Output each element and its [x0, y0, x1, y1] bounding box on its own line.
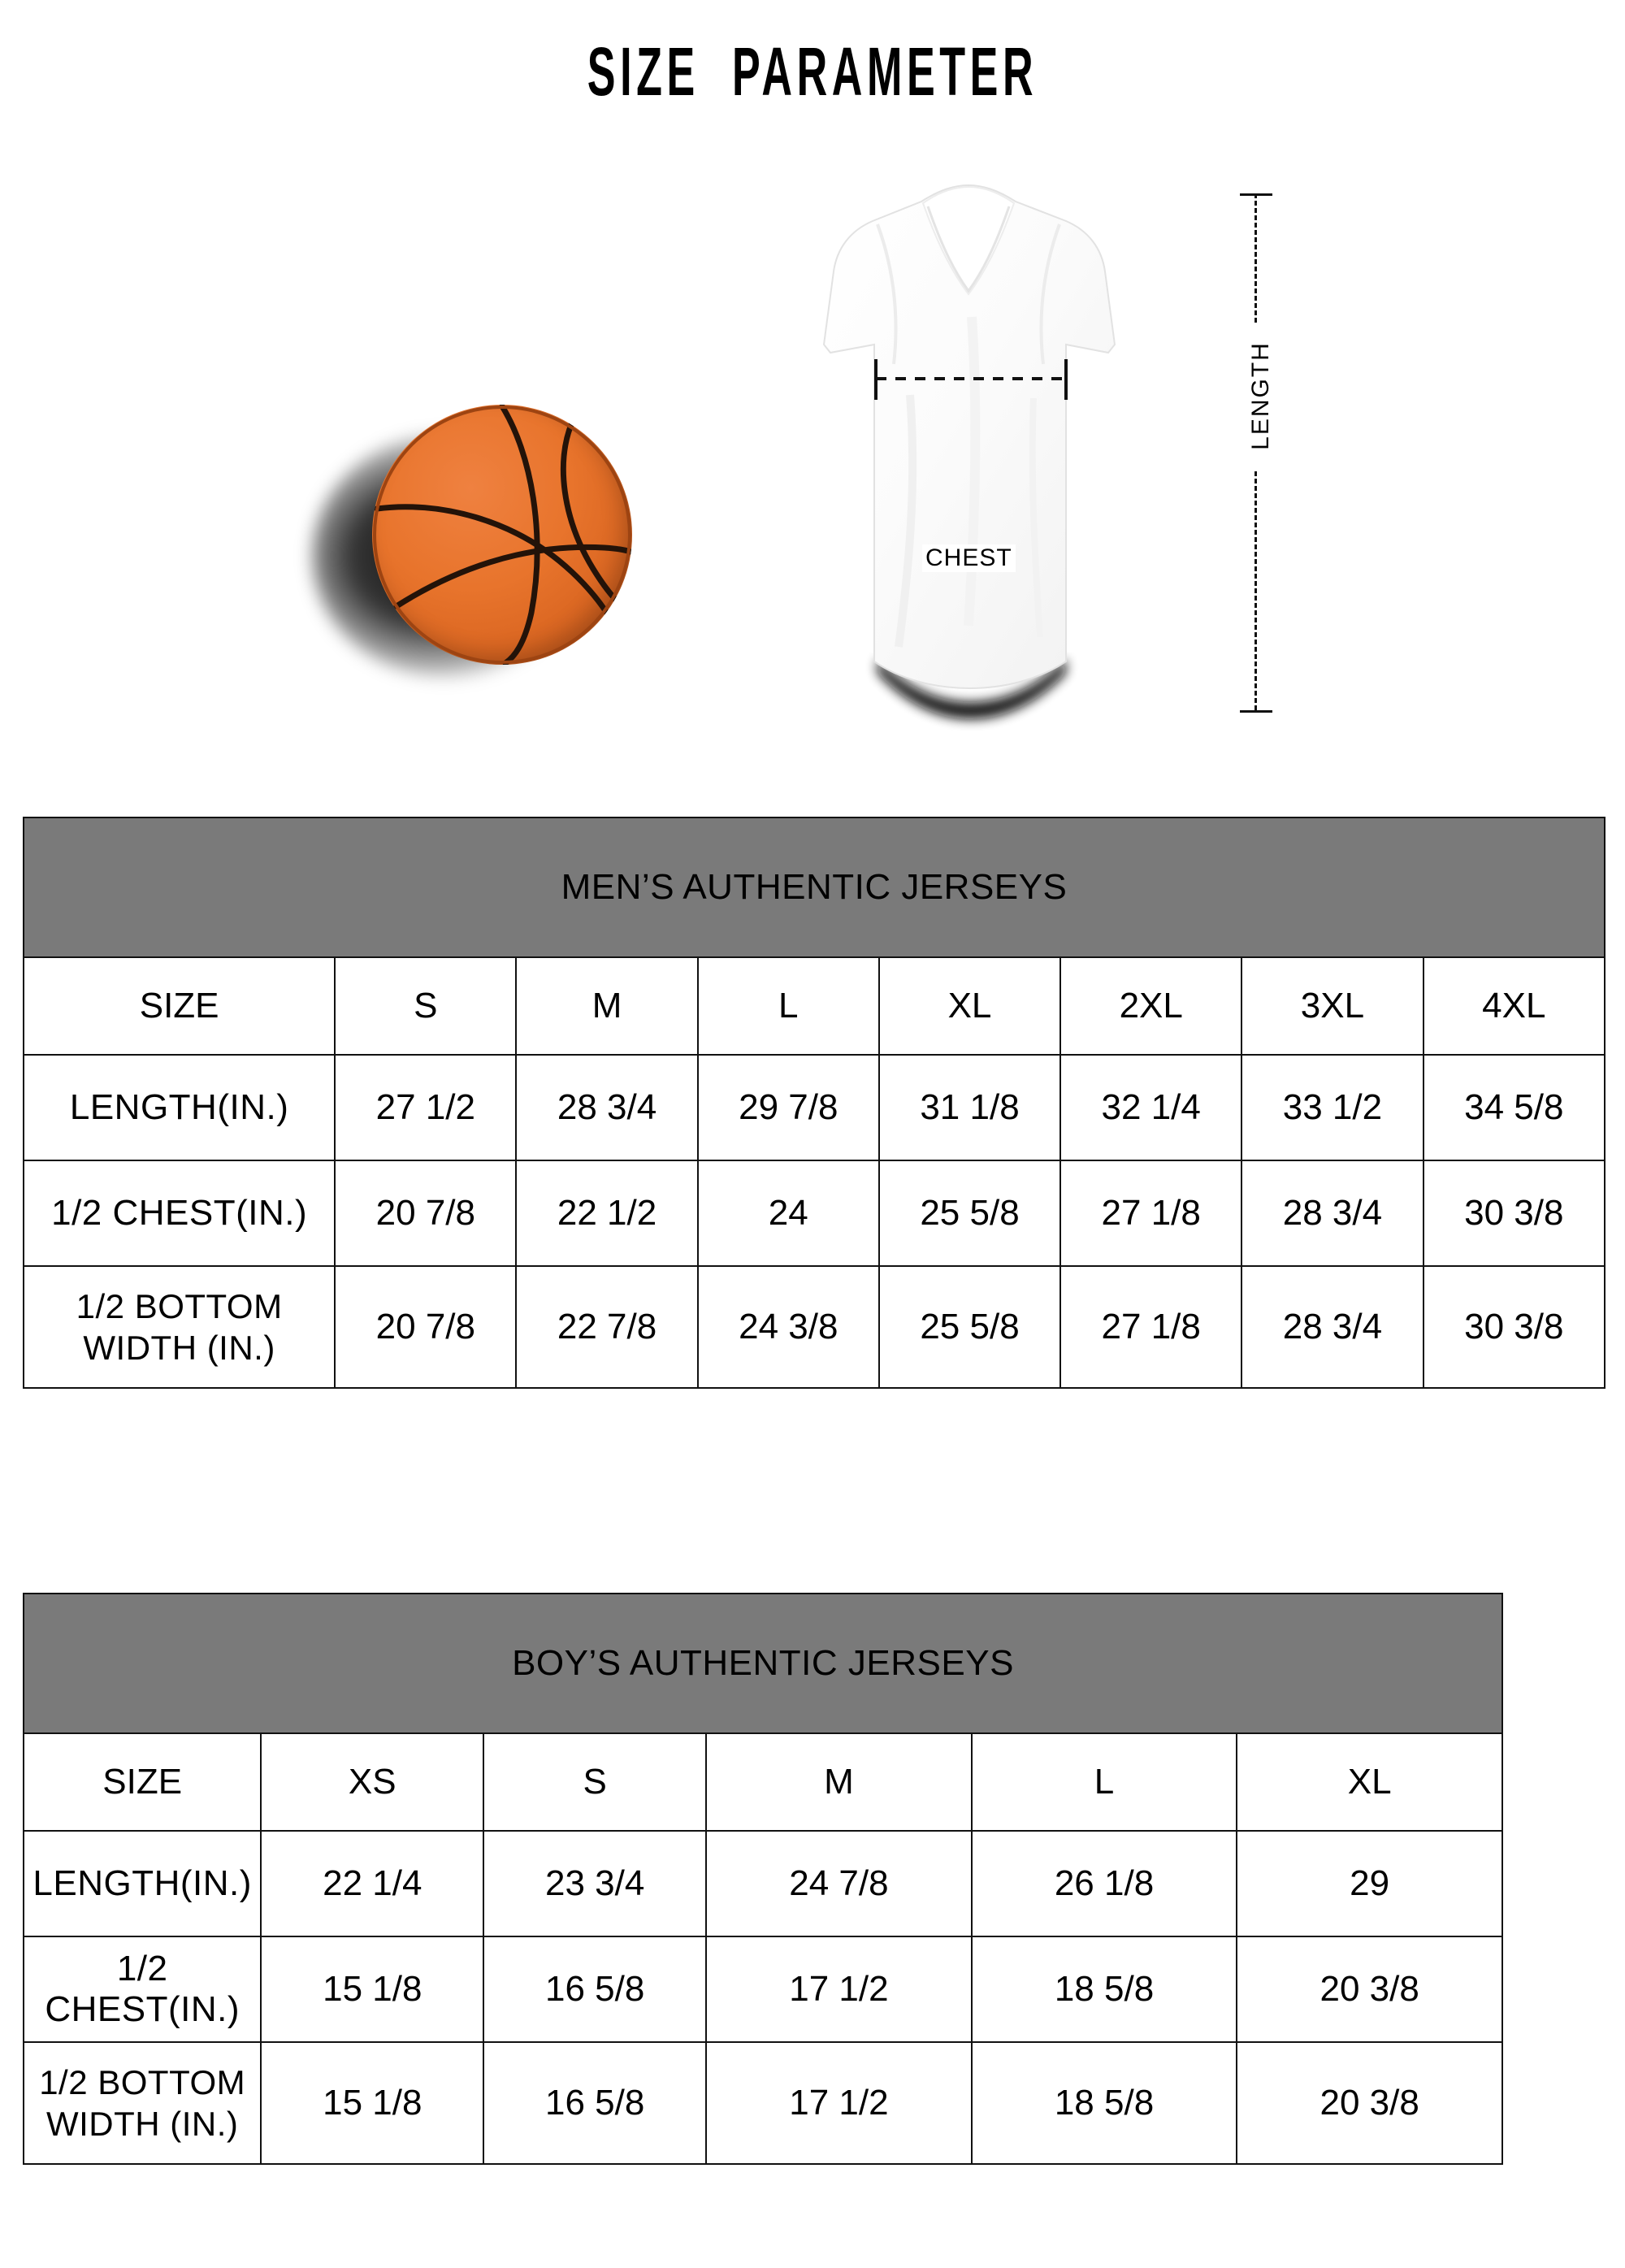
mens-size-table: MEN’S AUTHENTIC JERSEYS SIZE S M L XL 2X…: [22, 817, 1606, 1389]
boys-size-table: BOY’S AUTHENTIC JERSEYS SIZE XS S M L XL…: [22, 1593, 1503, 2165]
boys-column-header-xl: XL: [1236, 1732, 1503, 1832]
cell-bottom-s: 20 7/8: [334, 1265, 518, 1389]
boys-cell-chest-xs: 15 1/8: [260, 1936, 485, 2043]
cell-chest-s: 20 7/8: [334, 1160, 518, 1267]
cell-bottom-xl: 25 5/8: [878, 1265, 1062, 1389]
boys-cell-length-l: 26 1/8: [970, 1830, 1238, 1937]
boys-cell-bottom-m: 17 1/2: [705, 2041, 973, 2165]
boys-cell-chest-s: 16 5/8: [483, 1936, 708, 2043]
table-row: 1/2 CHEST(IN.) 15 1/8 16 5/8 17 1/2 18 5…: [22, 1936, 1503, 2043]
cell-length-4xl: 34 5/8: [1422, 1054, 1606, 1161]
boys-cell-bottom-xl: 20 3/8: [1236, 2041, 1503, 2165]
boys-row-label-bottom-width-line1: 1/2 BOTTOM: [39, 2062, 246, 2101]
jersey-illustration: [780, 171, 1154, 739]
cell-length-s: 27 1/2: [334, 1054, 518, 1161]
table-banner-row: MEN’S AUTHENTIC JERSEYS: [23, 817, 1606, 958]
boys-cell-length-xs: 22 1/4: [260, 1830, 485, 1937]
row-label-bottom-width: 1/2 BOTTOM WIDTH (IN.): [22, 1265, 336, 1389]
boys-column-header-s: S: [483, 1732, 708, 1832]
length-dimension: LENGTH: [1235, 184, 1284, 720]
cell-length-xl: 31 1/8: [878, 1054, 1062, 1161]
cell-chest-m: 22 1/2: [515, 1160, 699, 1267]
table-row: LENGTH(IN.) 22 1/4 23 3/4 24 7/8 26 1/8 …: [22, 1830, 1503, 1937]
row-label-bottom-width-line2: WIDTH (IN.): [83, 1329, 275, 1367]
cell-bottom-3xl: 28 3/4: [1241, 1265, 1424, 1389]
cell-chest-4xl: 30 3/8: [1422, 1160, 1606, 1267]
column-header-l: L: [696, 956, 880, 1056]
cell-bottom-2xl: 27 1/8: [1060, 1265, 1243, 1389]
cell-bottom-4xl: 30 3/8: [1422, 1265, 1606, 1389]
cell-length-2xl: 32 1/4: [1060, 1054, 1243, 1161]
boys-cell-bottom-l: 18 5/8: [970, 2041, 1238, 2165]
column-header-xl: XL: [878, 956, 1062, 1056]
boys-cell-bottom-s: 16 5/8: [483, 2041, 708, 2165]
boys-table-banner: BOY’S AUTHENTIC JERSEYS: [23, 1593, 1503, 1734]
cell-bottom-l: 24 3/8: [696, 1265, 880, 1389]
size-diagram: CHEST LENGTH: [0, 163, 1625, 780]
cell-length-m: 28 3/4: [515, 1054, 699, 1161]
column-header-size: SIZE: [22, 956, 336, 1056]
length-dimension-label: LENGTH: [1244, 323, 1278, 469]
boys-column-header-m: M: [705, 1732, 973, 1832]
page-title: SIZE PARAMETER: [587, 33, 1038, 110]
table-banner-row: BOY’S AUTHENTIC JERSEYS: [23, 1593, 1503, 1734]
boys-cell-bottom-xs: 15 1/8: [260, 2041, 485, 2165]
boys-cell-chest-m: 17 1/2: [705, 1936, 973, 2043]
boys-cell-length-m: 24 7/8: [705, 1830, 973, 1937]
table-header-row: SIZE XS S M L XL: [22, 1732, 1503, 1832]
row-label-length: LENGTH(IN.): [22, 1054, 336, 1161]
basketball-illustration: [312, 398, 642, 691]
boys-cell-length-xl: 29: [1236, 1830, 1503, 1937]
boys-column-header-size: SIZE: [22, 1732, 262, 1832]
column-header-m: M: [515, 956, 699, 1056]
cell-chest-2xl: 27 1/8: [1060, 1160, 1243, 1267]
boys-cell-chest-xl: 20 3/8: [1236, 1936, 1503, 2043]
chest-dimension-label: CHEST: [922, 544, 1016, 572]
length-cap-bottom: [1240, 710, 1272, 713]
cell-length-l: 29 7/8: [696, 1054, 880, 1161]
boys-cell-chest-l: 18 5/8: [970, 1936, 1238, 2043]
cell-length-3xl: 33 1/2: [1241, 1054, 1424, 1161]
boys-row-label-length: LENGTH(IN.): [22, 1830, 262, 1937]
column-header-s: S: [334, 956, 518, 1056]
boys-row-label-bottom-width: 1/2 BOTTOM WIDTH (IN.): [22, 2041, 262, 2165]
boys-row-label-half-chest: 1/2 CHEST(IN.): [22, 1936, 262, 2043]
boys-cell-length-s: 23 3/4: [483, 1830, 708, 1937]
table-row: 1/2 CHEST(IN.) 20 7/8 22 1/2 24 25 5/8 2…: [22, 1160, 1606, 1267]
column-header-4xl: 4XL: [1422, 956, 1606, 1056]
cell-bottom-m: 22 7/8: [515, 1265, 699, 1389]
row-label-bottom-width-line1: 1/2 BOTTOM: [76, 1286, 283, 1325]
boys-column-header-l: L: [970, 1732, 1238, 1832]
table-row: LENGTH(IN.) 27 1/2 28 3/4 29 7/8 31 1/8 …: [22, 1054, 1606, 1161]
cell-chest-xl: 25 5/8: [878, 1160, 1062, 1267]
basketball-icon: [372, 405, 632, 665]
table-row: 1/2 BOTTOM WIDTH (IN.) 20 7/8 22 7/8 24 …: [22, 1265, 1606, 1389]
column-header-3xl: 3XL: [1241, 956, 1424, 1056]
table-header-row: SIZE S M L XL 2XL 3XL 4XL: [22, 956, 1606, 1056]
column-header-2xl: 2XL: [1060, 956, 1243, 1056]
row-label-half-chest: 1/2 CHEST(IN.): [22, 1160, 336, 1267]
cell-chest-3xl: 28 3/4: [1241, 1160, 1424, 1267]
boys-row-label-bottom-width-line2: WIDTH (IN.): [46, 2105, 239, 2143]
table-row: 1/2 BOTTOM WIDTH (IN.) 15 1/8 16 5/8 17 …: [22, 2041, 1503, 2165]
length-cap-top: [1240, 193, 1272, 196]
cell-chest-l: 24: [696, 1160, 880, 1267]
boys-column-header-xs: XS: [260, 1732, 485, 1832]
mens-table-banner: MEN’S AUTHENTIC JERSEYS: [23, 817, 1606, 958]
